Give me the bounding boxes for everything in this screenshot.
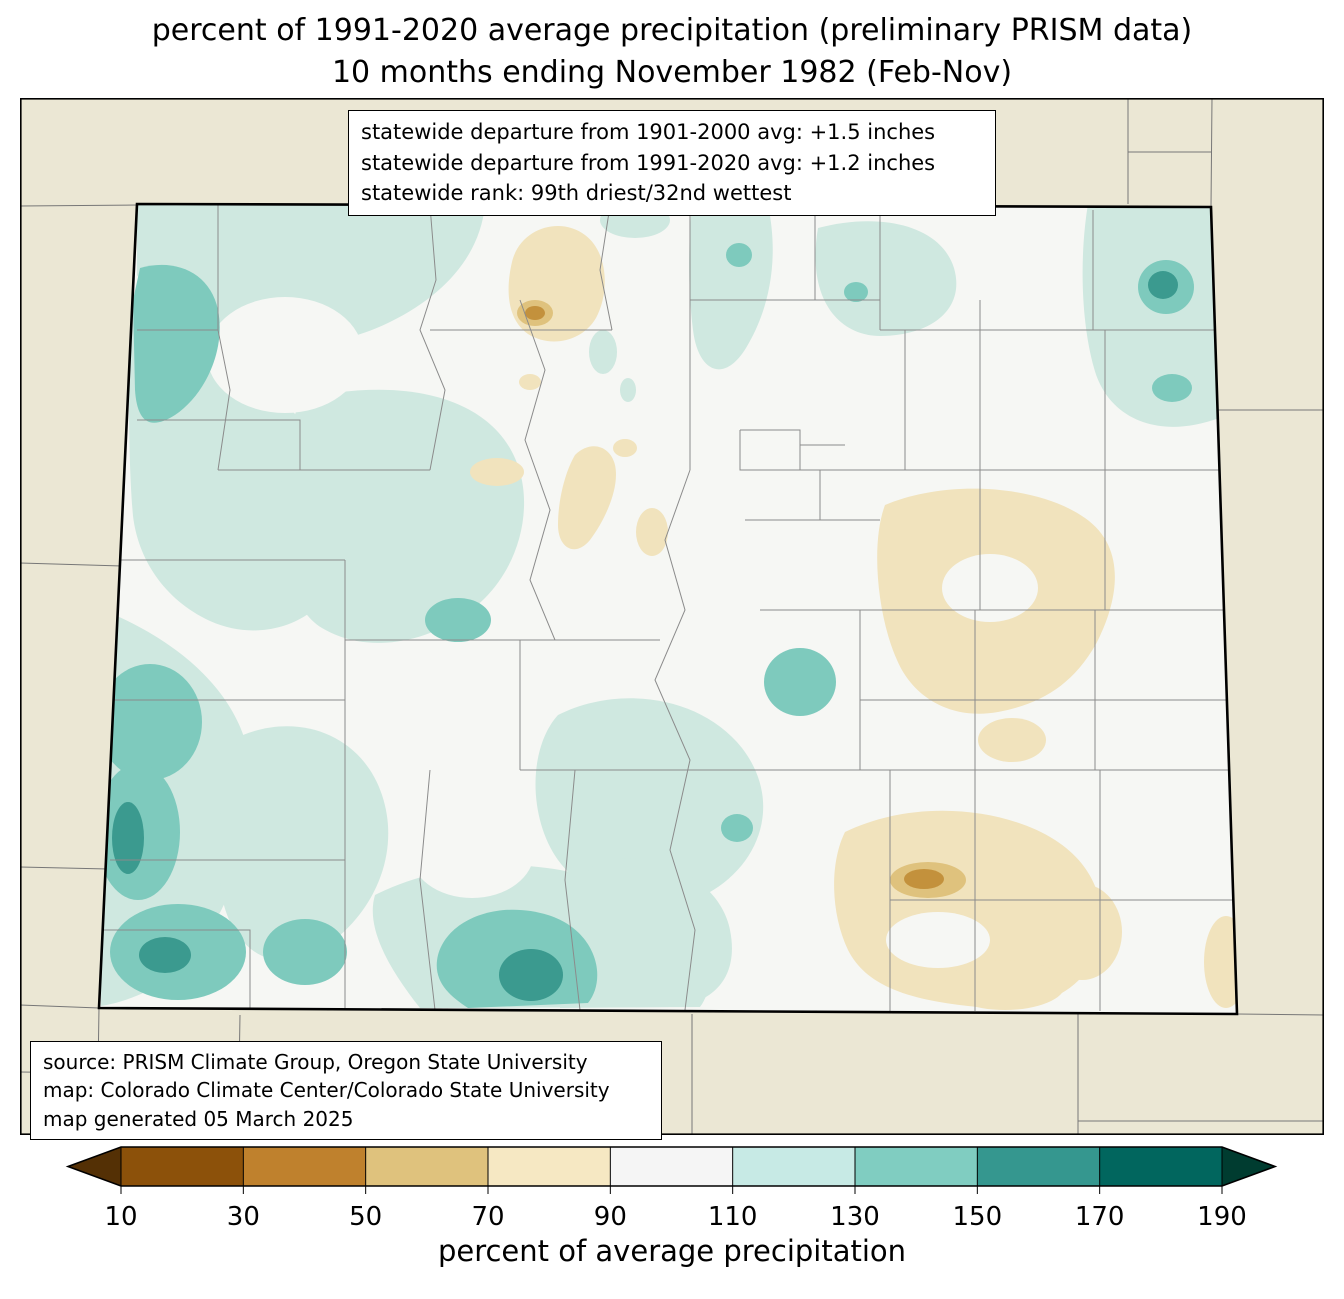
county-lines	[99, 205, 1236, 1011]
source-box: source: PRISM Climate Group, Oregon Stat…	[30, 1041, 662, 1141]
stats-line-1: statewide departure from 1901-2000 avg: …	[361, 120, 936, 144]
svg-text:50: 50	[349, 1202, 382, 1232]
stats-line-2: statewide departure from 1991-2020 avg: …	[361, 150, 936, 175]
colorbar-label: percent of average precipitation	[437, 1234, 907, 1268]
svg-text:30: 30	[227, 1202, 260, 1232]
svg-text:10: 10	[104, 1202, 137, 1232]
colorbar: 10 30 50 70 90 110 130 150 170 190	[65, 1146, 1278, 1232]
title-line-2: 10 months ending November 1982 (Feb-Nov)	[331, 55, 1013, 90]
svg-text:90: 90	[594, 1202, 627, 1232]
svg-text:130: 130	[830, 1202, 880, 1232]
map-frame	[20, 98, 1324, 1135]
map-axes-frame	[20, 98, 1324, 1135]
colorado-precipitation-map	[20, 98, 1324, 1135]
source-line-3: map generated 05 March 2025	[43, 1106, 354, 1131]
page-title: percent of 1991-2020 average precipitati…	[0, 10, 1344, 94]
svg-text:150: 150	[953, 1202, 1003, 1232]
source-line-1: source: PRISM Climate Group, Oregon Stat…	[43, 1050, 588, 1074]
precip-shading	[99, 204, 1237, 1011]
statewide-stats-box: statewide departure from 1901-2000 avg: …	[348, 110, 996, 216]
svg-text:110: 110	[708, 1202, 758, 1232]
svg-text:70: 70	[471, 1202, 504, 1232]
stats-line-3: statewide rank: 99th driest/32nd wettest	[361, 181, 792, 206]
svg-text:190: 190	[1197, 1202, 1247, 1232]
svg-text:170: 170	[1075, 1202, 1125, 1232]
title-line-1: percent of 1991-2020 average precipitati…	[151, 13, 1193, 48]
source-line-2: map: Colorado Climate Center/Colorado St…	[43, 1078, 610, 1103]
